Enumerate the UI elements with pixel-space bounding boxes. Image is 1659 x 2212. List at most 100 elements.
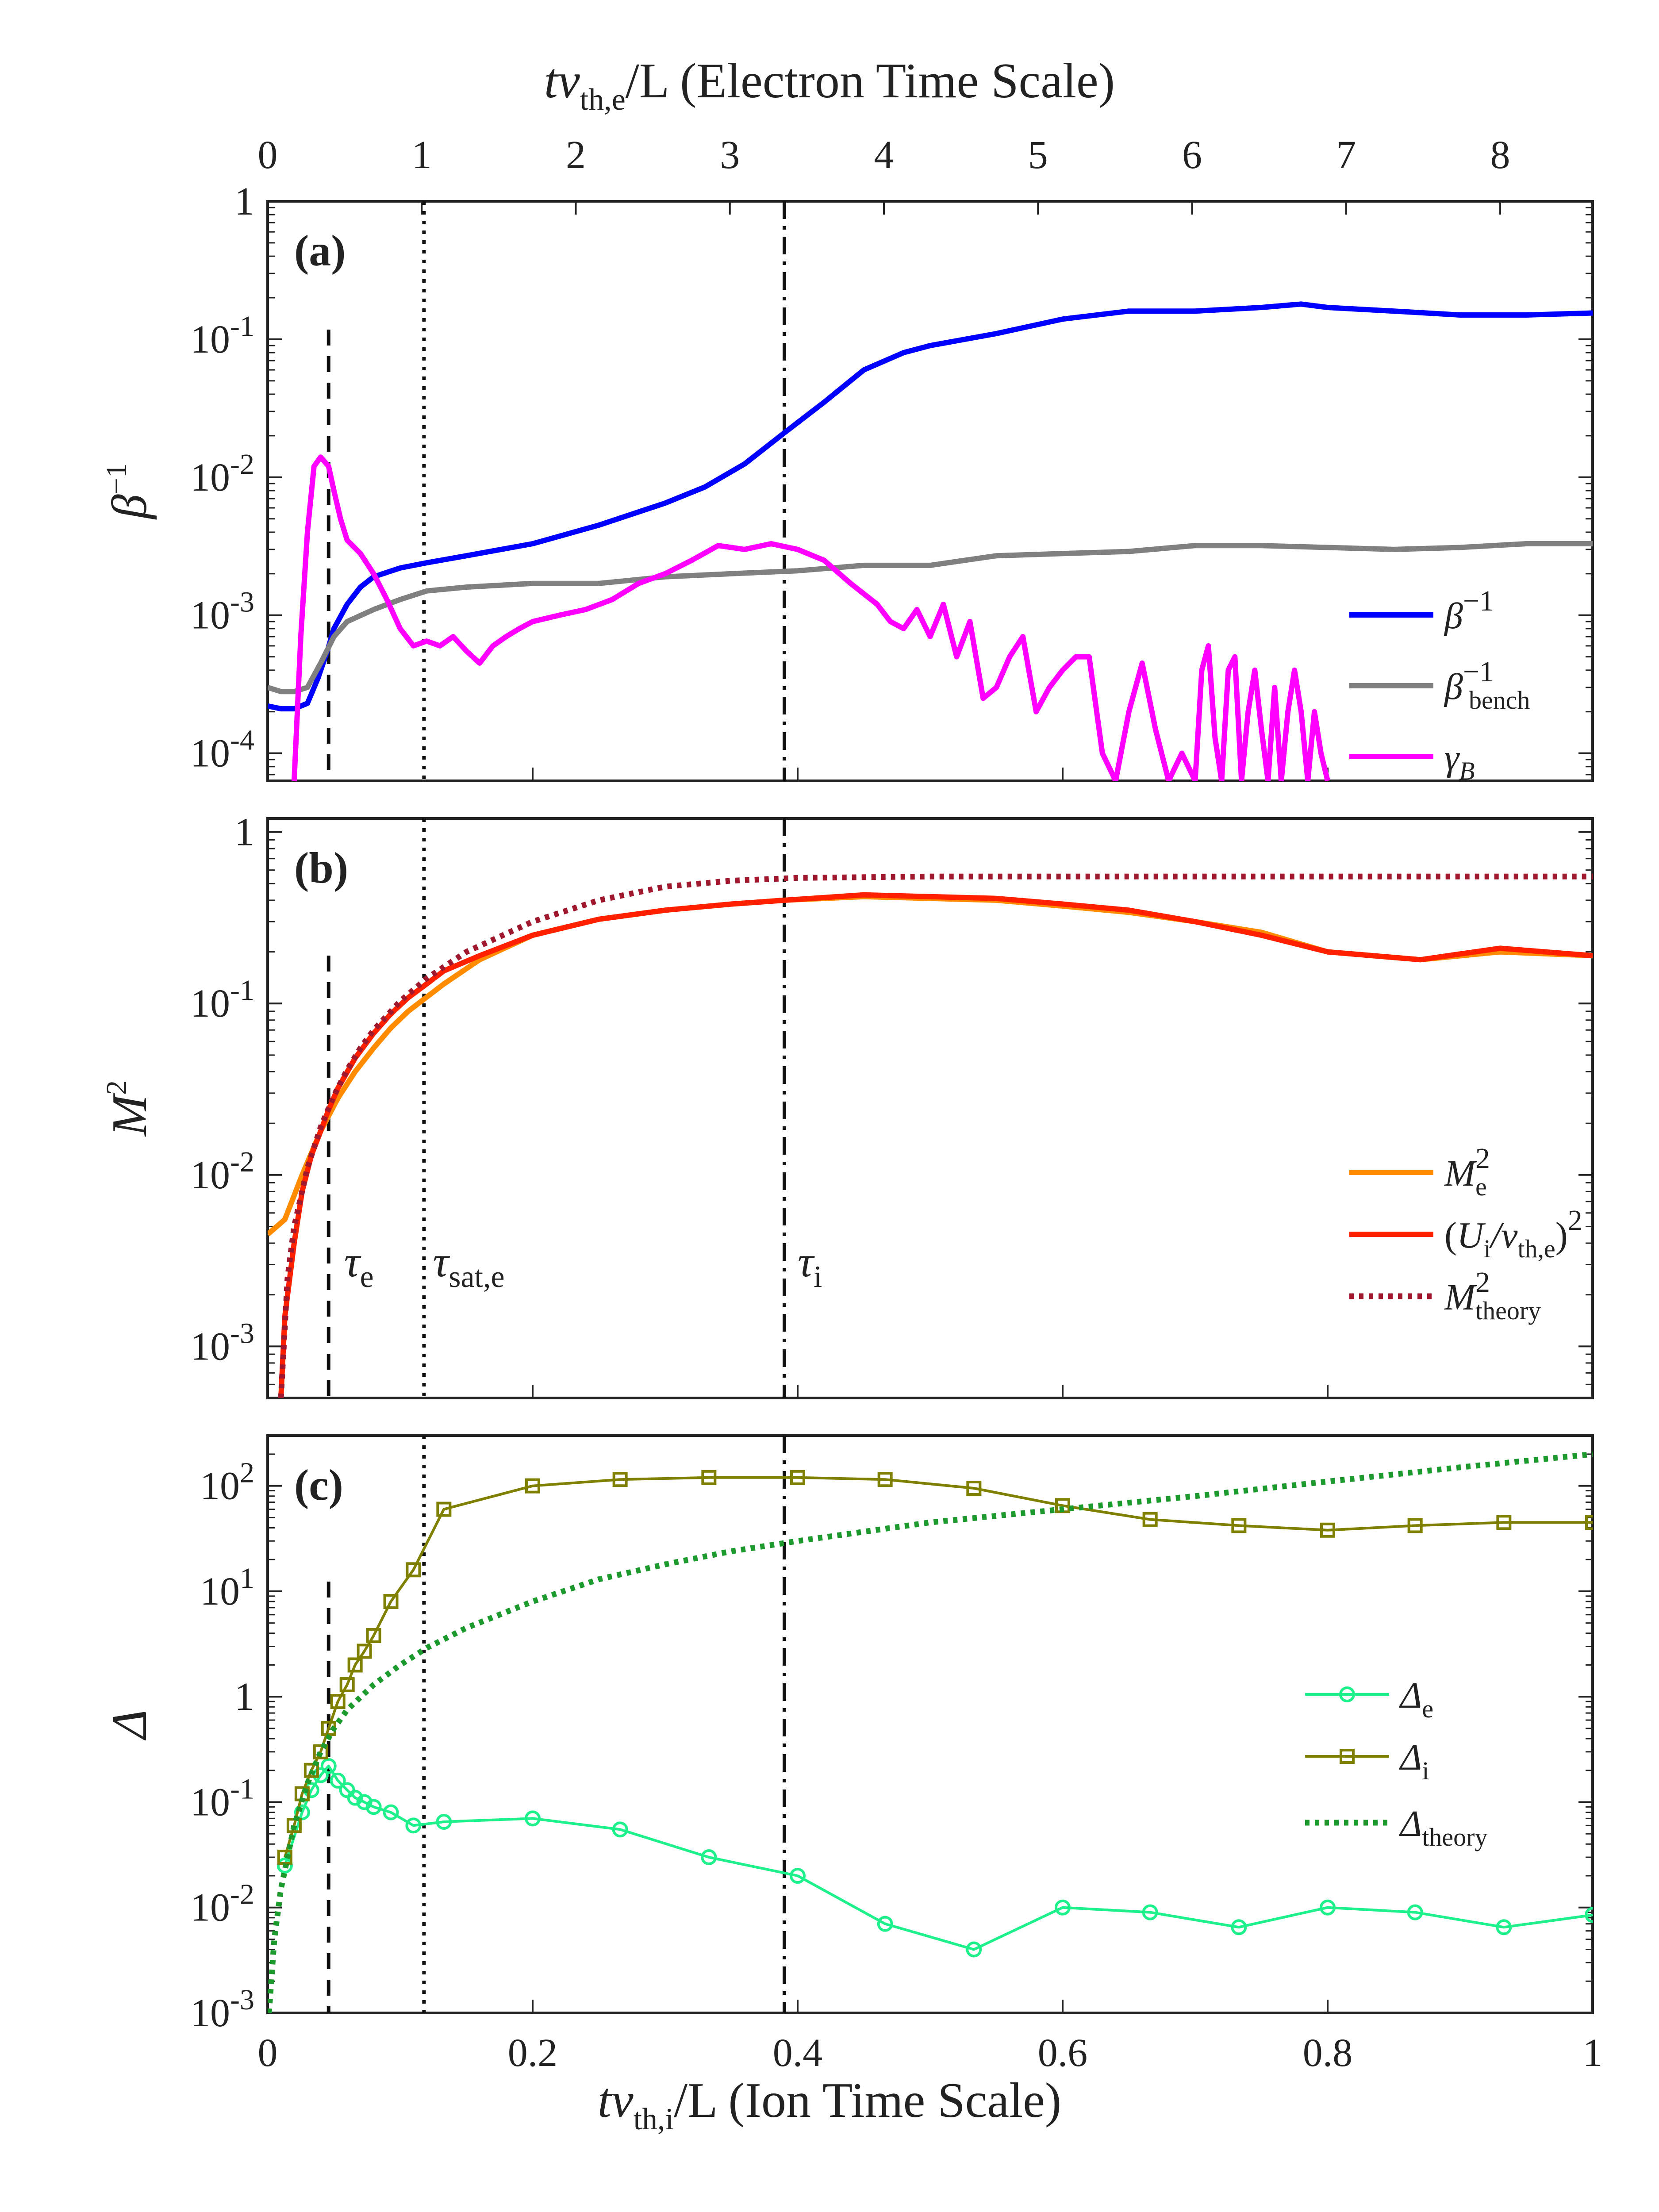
- data-point: [1231, 1919, 1247, 1936]
- data-point: [1142, 1512, 1158, 1527]
- top-axis-tick-label: 5: [1028, 133, 1048, 177]
- data-point: [612, 1472, 628, 1487]
- data-point: [525, 1810, 541, 1827]
- data-point: [313, 1744, 328, 1759]
- top-axis-label: tvth,e/L (Electron Time Scale): [544, 54, 1115, 117]
- data-point: [1320, 1522, 1335, 1538]
- tau-e-label: τe: [344, 1237, 374, 1294]
- data-point: [1407, 1518, 1423, 1533]
- series-line: [268, 541, 1593, 695]
- tau-i-label: τi: [798, 1237, 822, 1294]
- panel-label: (c): [294, 1460, 343, 1509]
- y-tick-label: 1: [234, 180, 254, 223]
- data-point: [436, 1814, 452, 1830]
- data-point: [790, 1470, 805, 1485]
- y-tick-label: 10-2: [190, 1146, 254, 1197]
- legend-label: Δe: [1399, 1675, 1433, 1723]
- data-point: [406, 1562, 421, 1578]
- panel-c-frame: [266, 1434, 1594, 2014]
- legend-label: M2 theory: [1444, 1266, 1541, 1325]
- x-tick-label: 1: [1583, 2031, 1603, 2075]
- y-axis-label: β−1: [100, 463, 157, 520]
- data-point: [790, 1868, 806, 1884]
- legend-marker: [1339, 1686, 1355, 1702]
- data-point: [701, 1470, 717, 1485]
- y-axis-label: M2: [100, 1080, 157, 1137]
- series-line: [278, 873, 1593, 1398]
- series-line: [284, 1476, 1593, 1858]
- y-tick-label: 10-2: [190, 1878, 254, 1930]
- data-point: [1142, 1904, 1158, 1920]
- series-line: [268, 1451, 1593, 2013]
- data-point: [877, 1916, 893, 1932]
- y-tick-label: 10-1: [190, 1773, 254, 1824]
- legend-label: β−1: [1444, 585, 1494, 637]
- top-axis-tick-label: 2: [566, 133, 586, 177]
- data-point: [436, 1502, 452, 1517]
- series-line: [278, 892, 1593, 1398]
- legend-label: Δi: [1399, 1737, 1429, 1785]
- series-line: [284, 1764, 1593, 1951]
- data-point: [365, 1799, 382, 1815]
- panel-label: (a): [294, 226, 346, 275]
- data-point: [347, 1657, 363, 1673]
- legend-marker: [1340, 1749, 1355, 1764]
- legend-label: γB: [1444, 737, 1475, 785]
- x-tick-label: 0: [258, 2031, 278, 2075]
- data-point: [330, 1694, 346, 1709]
- y-tick-label: 10-4: [190, 724, 254, 776]
- bottom-axis-label: tvth,i/L (Ion Time Scale): [598, 2073, 1061, 2136]
- data-point: [1320, 1899, 1336, 1916]
- legend-label: (Ui/vth,e)2: [1444, 1204, 1582, 1263]
- data-point: [1585, 1515, 1593, 1530]
- panel-b-frame: [266, 817, 1594, 1399]
- data-point: [405, 1817, 422, 1834]
- y-axis-label: Δ: [102, 1710, 157, 1741]
- tau-sat-e-label: τsat,e: [433, 1237, 504, 1294]
- y-tick-label: 1: [234, 810, 254, 854]
- y-tick-label: 10-2: [190, 448, 254, 499]
- panel-b: 1 10-1 10-2 10-3 (b) M2 M2 e(Ui/vth,e)2M2 theory…: [100, 810, 1594, 1399]
- data-point: [1055, 1899, 1071, 1916]
- legend-label: β−1 bench: [1444, 656, 1530, 714]
- series-a-2: [291, 454, 1330, 781]
- top-axis-tick-label: 1: [412, 133, 432, 177]
- series-c-0: [276, 1758, 1593, 1958]
- data-point: [612, 1821, 628, 1838]
- y-tick-label: 1: [234, 1675, 254, 1719]
- top-axis-tick-label: 6: [1182, 133, 1202, 177]
- top-axis-tick-label: 8: [1490, 133, 1510, 177]
- data-point: [1407, 1904, 1423, 1920]
- data-point: [320, 1758, 337, 1774]
- data-point: [383, 1594, 399, 1609]
- x-tick-label: 0.4: [773, 2031, 823, 2075]
- data-point: [1585, 1907, 1593, 1923]
- y-tick-label: 10-3: [190, 586, 254, 637]
- top-axis-tick-label: 7: [1336, 133, 1356, 177]
- y-tick-label: 102: [200, 1457, 254, 1508]
- data-point: [701, 1849, 717, 1866]
- series-b-2: [278, 873, 1593, 1398]
- data-point: [1496, 1919, 1512, 1936]
- data-point: [966, 1941, 982, 1958]
- data-point: [276, 1857, 293, 1874]
- panel-label: (b): [294, 843, 348, 892]
- data-point: [383, 1804, 399, 1820]
- series-c-2: [268, 1451, 1593, 2013]
- panel-a: 1 10-1 10-2 10-3 10-4 (a) β−1 β−1 β−1 bench γB: [100, 180, 1594, 785]
- series-line: [268, 894, 1593, 1237]
- data-point: [339, 1677, 355, 1693]
- data-point: [1496, 1515, 1512, 1530]
- data-point: [877, 1472, 893, 1487]
- series-a-1: [268, 541, 1593, 695]
- panel-c: 102 101 1 10-1 10-2 10-30 0.2 0.4 0.6 0.8 1 (c) Δ Δe Δ…: [102, 1434, 1603, 2075]
- top-axis-tick-label: 0: [258, 133, 278, 177]
- data-point: [303, 1763, 319, 1778]
- y-tick-label: 10-3: [190, 1984, 254, 2035]
- data-point: [347, 1790, 363, 1806]
- y-tick-label: 101: [200, 1562, 254, 1613]
- top-axis-tick-label: 4: [874, 133, 894, 177]
- legend-label: M2 e: [1444, 1142, 1490, 1201]
- data-point: [357, 1644, 372, 1659]
